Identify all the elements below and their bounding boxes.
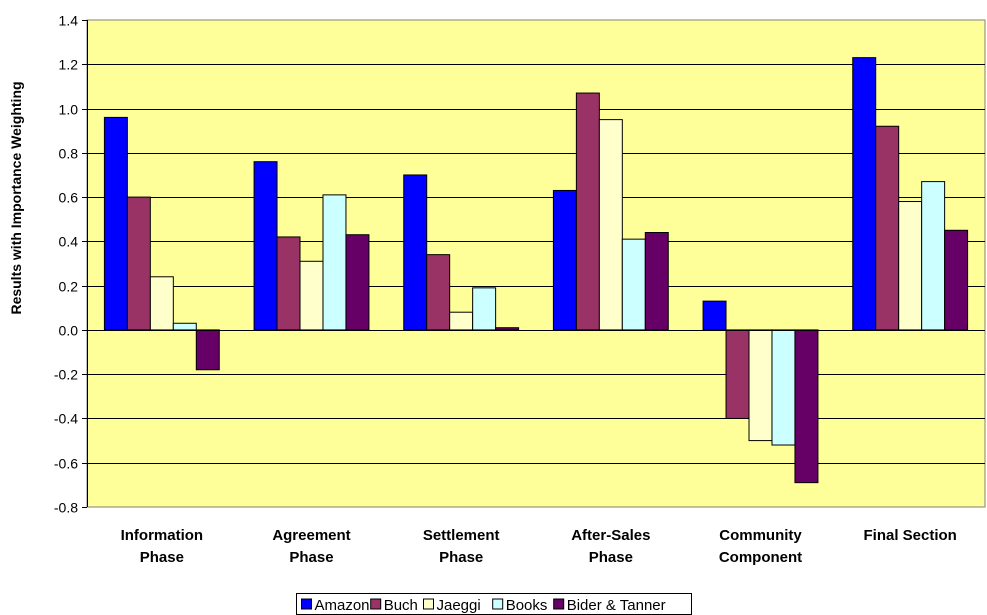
y-tick-label: 0.8 xyxy=(59,146,79,162)
y-tick-label: -0.2 xyxy=(54,367,78,383)
legend-label: Buch xyxy=(384,597,418,614)
y-tick-label: 1.4 xyxy=(59,13,79,29)
bar-buch-3 xyxy=(575,92,600,331)
y-tick-label: -0.8 xyxy=(54,500,78,516)
bar-amazon-2 xyxy=(403,174,428,331)
y-tick-label: -0.4 xyxy=(54,411,78,427)
bar-bider-tanner-3 xyxy=(644,232,669,331)
bar-buch-4 xyxy=(725,329,750,419)
legend-label: Bider & Tanner xyxy=(567,597,666,614)
x-category-label: Agreement Phase xyxy=(272,527,350,566)
plot-area xyxy=(86,19,986,508)
y-tick-label: 1.0 xyxy=(59,102,79,118)
y-tick-label: 0.6 xyxy=(59,190,79,206)
legend-swatch xyxy=(370,598,382,610)
bar-jaeggi-2 xyxy=(449,311,474,331)
bar-jaeggi-1 xyxy=(299,260,324,331)
legend: Amazon Buch Jaeggi Books Bider & Tanner xyxy=(296,593,692,615)
bar-jaeggi-3 xyxy=(598,119,623,331)
bar-amazon-5 xyxy=(852,57,877,331)
legend-swatch xyxy=(553,598,565,610)
bar-amazon-3 xyxy=(552,189,577,331)
bar-buch-5 xyxy=(875,125,900,331)
bar-jaeggi-4 xyxy=(748,329,773,442)
bar-buch-1 xyxy=(276,236,301,331)
bar-bider-tanner-2 xyxy=(495,327,520,331)
bar-books-3 xyxy=(621,238,646,331)
bar-amazon-1 xyxy=(253,161,278,331)
bar-buch-2 xyxy=(426,254,451,331)
x-category-label: Information Phase xyxy=(121,527,204,566)
y-tick-label: 1.2 xyxy=(59,57,79,73)
bar-jaeggi-5 xyxy=(898,201,923,331)
bar-buch-0 xyxy=(126,196,151,331)
bar-bider-tanner-1 xyxy=(345,234,370,331)
bar-amazon-0 xyxy=(103,116,128,331)
bars xyxy=(103,57,969,484)
legend-label: Amazon xyxy=(315,597,370,614)
bar-amazon-4 xyxy=(702,300,727,331)
bar-books-2 xyxy=(472,287,497,331)
legend-label: Books xyxy=(506,597,548,614)
legend-swatch xyxy=(423,598,434,610)
bar-bider-tanner-0 xyxy=(195,329,220,371)
axes: 1.4 1.2 1.0 0.8 0.6 0.4 0.2 0.0 -0.2 -0.4 -0.6 -0.8… xyxy=(54,13,985,566)
y-axis-label: Results with Importance Weighting xyxy=(8,81,24,314)
bar-books-1 xyxy=(322,194,347,331)
x-category-label: Final Section xyxy=(863,527,956,544)
bar-books-4 xyxy=(771,329,796,446)
x-category-label: After-Sales Phase xyxy=(571,527,650,566)
legend-swatch xyxy=(492,598,504,610)
legend-label: Jaeggi xyxy=(437,597,481,614)
y-tick-label: 0.2 xyxy=(59,279,79,295)
bar-books-5 xyxy=(921,181,946,331)
y-tick-label: -0.6 xyxy=(54,456,78,472)
x-category-label: Community Component xyxy=(719,527,803,566)
y-tick-label: 0.4 xyxy=(59,234,79,250)
bar-jaeggi-0 xyxy=(149,276,174,331)
bar-bider-tanner-4 xyxy=(794,329,819,484)
y-tick-label: 0.0 xyxy=(59,323,79,339)
gridlines xyxy=(86,19,986,508)
bar-books-0 xyxy=(172,322,197,331)
legend-swatch xyxy=(301,598,312,610)
bar-bider-tanner-5 xyxy=(944,229,969,331)
x-category-label: Settlement Phase xyxy=(423,527,500,566)
